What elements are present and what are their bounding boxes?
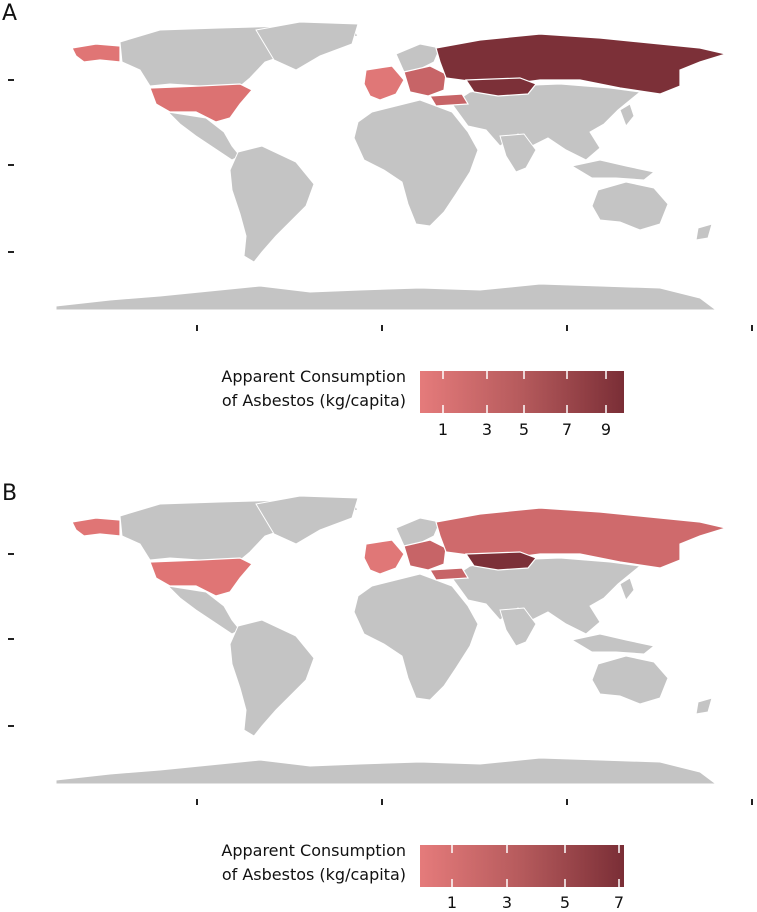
region-turkey xyxy=(428,567,470,581)
panel-letter: B xyxy=(2,481,18,506)
region-alaska xyxy=(71,43,121,63)
region-kazakhstan xyxy=(464,77,537,97)
land-greenland xyxy=(255,21,359,71)
legend-colorbar xyxy=(420,845,624,887)
land-australia xyxy=(591,181,669,231)
land-australia xyxy=(591,655,669,705)
region-united-states xyxy=(149,83,253,123)
land-unmeasured xyxy=(55,21,718,311)
land-mexico xyxy=(166,111,241,161)
legend-tick-label: 5 xyxy=(559,893,571,912)
region-western-europe xyxy=(363,539,405,575)
panel-letter: A xyxy=(2,1,18,26)
legend-title-line1: Apparent Consumption xyxy=(221,841,406,860)
land-se-asia xyxy=(570,633,656,655)
region-kazakhstan xyxy=(464,551,537,571)
legend-title-line1: Apparent Consumption xyxy=(221,367,406,386)
land-africa xyxy=(353,573,479,701)
panel-b: B xyxy=(0,474,757,912)
legend-tick-label: 7 xyxy=(613,893,625,912)
legend-tick-label: 1 xyxy=(446,893,458,912)
panel-a: A xyxy=(2,1,753,439)
choropleth-regions xyxy=(71,507,729,597)
land-new-zealand xyxy=(695,697,713,715)
legend-title-line2: of Asbestos (kg/capita) xyxy=(221,865,406,884)
land-se-asia xyxy=(570,159,656,181)
choropleth-regions xyxy=(71,33,729,123)
world-map xyxy=(55,21,729,311)
land-africa xyxy=(353,99,479,227)
land-greenland xyxy=(255,495,359,545)
land-south-america xyxy=(229,145,315,263)
world-map xyxy=(55,495,729,785)
land-asia xyxy=(451,83,642,161)
land-india xyxy=(499,133,537,173)
region-eastern-europe xyxy=(403,539,447,571)
legend-tick-label: 1 xyxy=(437,420,449,439)
region-eastern-europe xyxy=(403,65,447,97)
land-antarctica xyxy=(55,757,718,785)
region-united-states xyxy=(149,557,253,597)
land-india xyxy=(499,607,537,647)
land-japan xyxy=(619,103,635,127)
land-new-zealand xyxy=(695,223,713,241)
legend-tick-label: 3 xyxy=(501,893,513,912)
legend-title-line2: of Asbestos (kg/capita) xyxy=(221,391,406,410)
legend-tick-label: 3 xyxy=(481,420,493,439)
region-western-europe xyxy=(363,65,405,101)
land-unmeasured xyxy=(55,495,718,785)
region-alaska xyxy=(71,517,121,537)
legend-colorbar xyxy=(420,371,624,413)
legend-tick-label: 5 xyxy=(518,420,530,439)
land-south-america xyxy=(229,619,315,737)
land-asia xyxy=(451,557,642,635)
legend-title: Apparent Consumption of Asbestos (kg/cap… xyxy=(180,839,406,887)
region-turkey xyxy=(428,93,470,107)
land-antarctica xyxy=(55,283,718,311)
legend-colorbar-ticks xyxy=(442,371,607,413)
land-japan xyxy=(619,577,635,601)
legend-tick-label: 9 xyxy=(600,420,612,439)
land-mexico xyxy=(166,585,241,635)
legend-title: Apparent Consumption of Asbestos (kg/cap… xyxy=(180,365,406,413)
legend-colorbar-ticks xyxy=(451,845,620,887)
legend-tick-label: 7 xyxy=(561,420,573,439)
